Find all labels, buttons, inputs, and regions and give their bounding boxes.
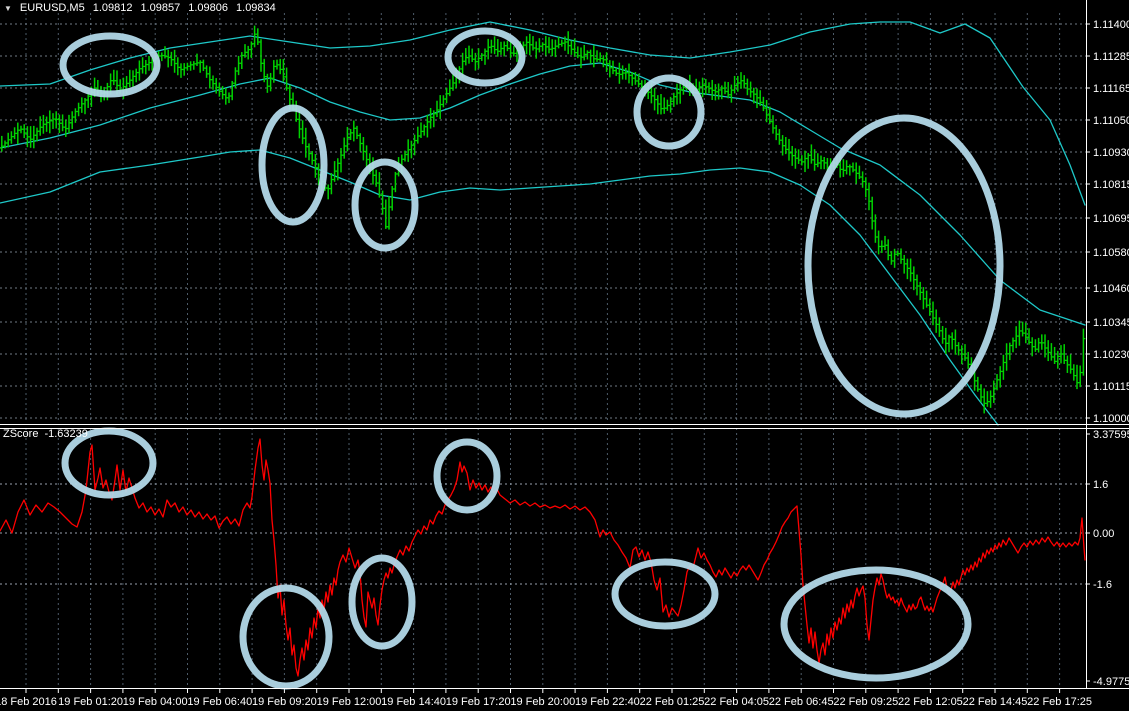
price-axis-label: 1.11165 <box>1093 83 1129 95</box>
time-axis-label: 19 Feb 17:20 <box>446 696 511 708</box>
annotation-ellipse <box>239 584 333 690</box>
indicator-axis-label: 1.6 <box>1093 479 1108 491</box>
ohlc-open: 1.09812 <box>92 2 133 14</box>
indicator-axis-label: -4.97753 <box>1093 676 1129 688</box>
symbol-title: EURUSD,M5 <box>19 2 85 14</box>
time-axis-label: 22 Feb 09:25 <box>833 696 898 708</box>
price-axis-label: 1.10345 <box>1093 317 1129 329</box>
price-axis-label: 1.10115 <box>1093 381 1129 393</box>
time-axis-label: 22 Feb 04:05 <box>704 696 769 708</box>
zscore-line <box>0 438 1086 677</box>
annotation-ellipse <box>351 158 419 252</box>
price-axis-gutter <box>1087 0 1129 689</box>
time-axis-label: 22 Feb 17:25 <box>1027 696 1092 708</box>
price-axis-label: 1.11050 <box>1093 115 1129 127</box>
time-axis-label: 19 Feb 12:00 <box>317 696 382 708</box>
time-axis-label: 19 Feb 01:20 <box>58 696 123 708</box>
annotation-ellipse <box>780 566 972 682</box>
symbol-dropdown-icon[interactable]: ▼ <box>4 3 12 13</box>
time-axis-label: 22 Feb 12:05 <box>898 696 963 708</box>
annotation-ellipse <box>59 32 161 98</box>
annotation-ellipse <box>804 114 1004 418</box>
chart-header: ▼ EURUSD,M5 1.09812 1.09857 1.09806 1.09… <box>4 2 276 14</box>
price-axis-label: 1.10815 <box>1093 179 1129 191</box>
bollinger-middle-band <box>0 62 1086 326</box>
time-axis-label: 19 Feb 09:20 <box>252 696 317 708</box>
ohlc-close: 1.09834 <box>236 2 276 14</box>
time-axis-label: 19 Feb 20:00 <box>510 696 575 708</box>
time-axis-label: 22 Feb 01:25 <box>640 696 705 708</box>
price-axis-label: 1.11400 <box>1093 19 1129 31</box>
annotation-ellipse <box>444 27 526 87</box>
time-axis-label: 22 Feb 14:45 <box>963 696 1028 708</box>
bollinger-lower-band <box>0 149 999 426</box>
time-axis-label: 19 Feb 14:40 <box>381 696 446 708</box>
bollinger-upper-band <box>0 21 1086 206</box>
price-axis-label: 1.10230 <box>1093 349 1129 361</box>
price-axis-label: 1.10000 <box>1093 413 1129 425</box>
annotation-ellipse <box>348 554 416 650</box>
ohlc-low: 1.09806 <box>188 2 229 14</box>
annotation-ellipse <box>61 427 157 499</box>
indicator-value: -1.63239 <box>44 428 88 440</box>
indicator-axis-label: -1.6 <box>1093 579 1112 591</box>
time-axis-label: 18 Feb 2016 <box>0 696 57 708</box>
indicator-axis-label: 0.00 <box>1093 528 1114 540</box>
indicator-name: ZScore <box>3 428 39 440</box>
price-axis-label: 1.10580 <box>1093 247 1129 259</box>
annotation-ellipse <box>611 558 719 630</box>
indicator-label: ZScore -1.63239 <box>3 428 88 440</box>
time-axis-label: 19 Feb 06:40 <box>187 696 252 708</box>
annotation-ellipse <box>258 104 328 226</box>
time-axis-label: 19 Feb 04:00 <box>123 696 188 708</box>
annotation-ellipse <box>433 438 501 514</box>
price-axis-label: 1.10695 <box>1093 213 1129 225</box>
price-axis-label: 1.11285 <box>1093 51 1129 63</box>
annotation-ellipse <box>633 74 705 150</box>
time-axis-label: 22 Feb 06:45 <box>769 696 834 708</box>
time-axis-label: 19 Feb 22:40 <box>575 696 640 708</box>
indicator-axis-label: 3.37595 <box>1093 429 1129 441</box>
ohlc-high: 1.09857 <box>140 2 181 14</box>
price-axis-label: 1.10930 <box>1093 147 1129 159</box>
price-axis-label: 1.10460 <box>1093 283 1129 295</box>
